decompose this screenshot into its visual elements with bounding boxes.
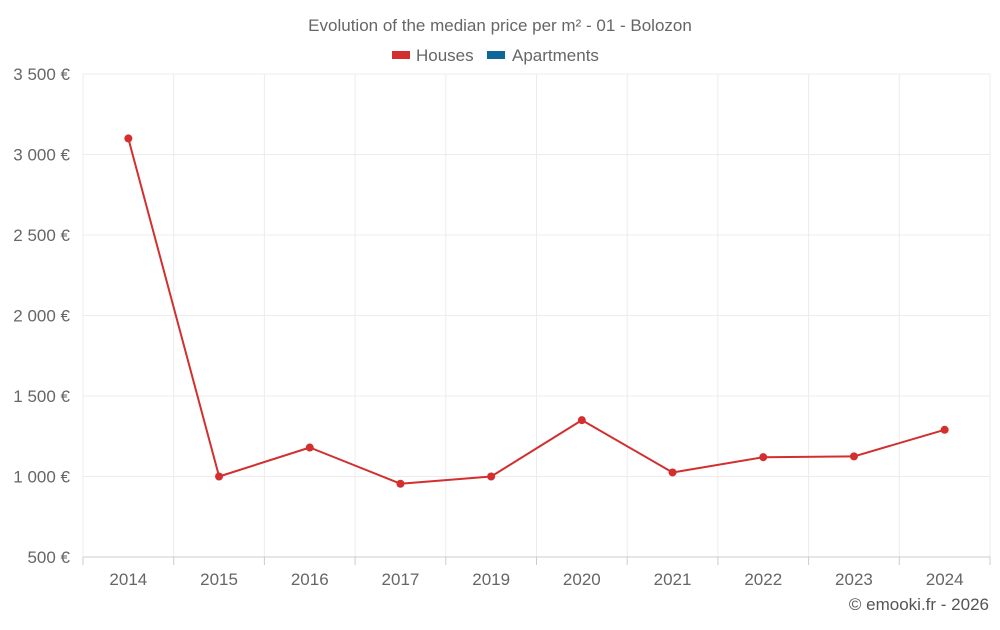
- y-tick-label: 2 000 €: [13, 307, 70, 326]
- y-axis-ticks: 500 € 1 000 € 1 500 € 2 000 € 2 500 € 3 000 €…: [13, 65, 70, 567]
- series-line-houses: [127, 138, 945, 485]
- x-tick-label: 2023: [835, 570, 873, 589]
- legend-swatch-apartments: [487, 51, 505, 59]
- data-point-houses-2016[interactable]: [305, 443, 314, 452]
- data-point-houses-2020[interactable]: [577, 416, 586, 425]
- legend-label-apartments: Apartments: [512, 46, 599, 65]
- credit-text: © emooki.fr - 2026: [849, 595, 989, 614]
- data-point-houses-2021[interactable]: [668, 468, 677, 477]
- series-houses: [124, 134, 949, 488]
- y-tick-label: 500 €: [27, 548, 70, 567]
- x-tick-label: 2024: [926, 570, 964, 589]
- chart-title: Evolution of the median price per m² - 0…: [308, 16, 692, 35]
- data-point-houses-2024[interactable]: [940, 425, 949, 434]
- x-tick-label: 2017: [382, 570, 420, 589]
- x-tick-label: 2022: [744, 570, 782, 589]
- data-point-houses-2014[interactable]: [124, 134, 133, 143]
- data-point-houses-2015[interactable]: [215, 472, 224, 481]
- y-tick-label: 3 000 €: [13, 146, 70, 165]
- legend: Houses Apartments: [392, 46, 599, 65]
- x-tick-label: 2015: [200, 570, 238, 589]
- x-tick-label: 2021: [654, 570, 692, 589]
- legend-swatch-houses: [392, 51, 410, 59]
- data-point-houses-2019[interactable]: [487, 472, 496, 481]
- y-tick-label: 1 500 €: [13, 387, 70, 406]
- gridlines: [82, 73, 991, 557]
- legend-item-houses[interactable]: Houses: [392, 46, 474, 65]
- x-tick-label: 2014: [109, 570, 147, 589]
- y-tick-label: 2 500 €: [13, 226, 70, 245]
- data-point-houses-2017[interactable]: [396, 479, 405, 488]
- y-tick-label: 1 000 €: [13, 468, 70, 487]
- legend-item-apartments[interactable]: Apartments: [487, 46, 599, 65]
- data-point-houses-2022[interactable]: [759, 453, 768, 462]
- x-tick-label: 2016: [291, 570, 329, 589]
- data-point-houses-2023[interactable]: [849, 452, 858, 461]
- x-tick-label: 2019: [472, 570, 510, 589]
- x-tick-label: 2020: [563, 570, 601, 589]
- x-axis-ticks: 2014 2015 2016 2017 2019 2020 2021 2022 2023 2024: [82, 557, 991, 589]
- y-tick-label: 3 500 €: [13, 65, 70, 84]
- legend-label-houses: Houses: [416, 46, 474, 65]
